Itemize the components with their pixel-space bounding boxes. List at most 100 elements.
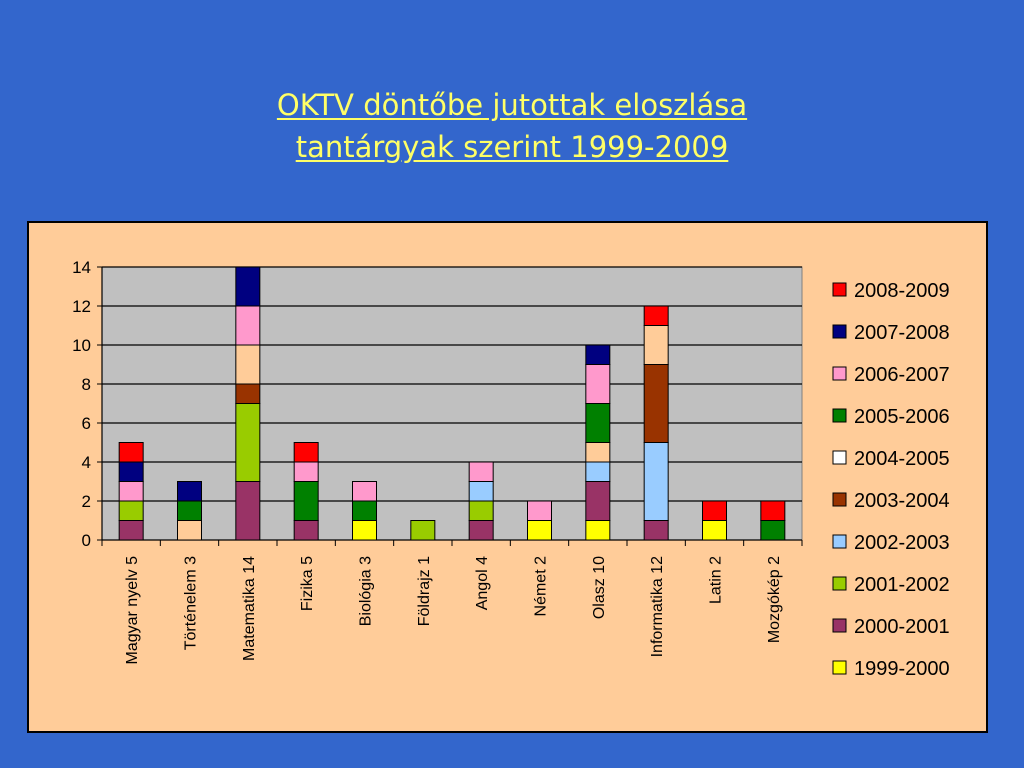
y-tick-label: 0 (82, 531, 91, 550)
legend-item-1999-2000: 1999-2000 (832, 658, 950, 680)
bar-segment-angol-4-2001-2002 (468, 500, 494, 521)
y-tick-label: 8 (82, 375, 91, 394)
legend-swatch (832, 282, 847, 297)
bar-segment-magyar-nyelv-5-2001-2002 (118, 500, 144, 521)
bar-segment-mozg-k-p-2-2008-2009 (760, 500, 786, 521)
bar-segment-fizika-5-2000-2001 (293, 520, 319, 541)
legend-label: 2004-2005 (854, 448, 950, 470)
title-line-1: OKTV döntőbe jutottak eloszlása (276, 88, 748, 122)
legend-label: 2007-2008 (854, 322, 950, 344)
bar-segment-matematika-14-2004-2005 (235, 344, 261, 385)
legend-swatch (832, 534, 847, 549)
x-tick-label: Magyar nyelv 5 (124, 556, 141, 665)
bar-segment-olasz-10-2007-2008 (585, 344, 611, 365)
legend-swatch (832, 492, 847, 507)
bar-segment-fizika-5-2008-2009 (293, 442, 319, 463)
legend-label: 2003-2004 (854, 490, 950, 512)
legend-item-2003-2004: 2003-2004 (832, 490, 950, 512)
x-tick-label: Történelem 3 (183, 556, 200, 650)
x-tick-label: Informatika 12 (649, 556, 666, 657)
title-line-2: tantárgyak szerint 1999-2009 (295, 130, 729, 164)
bar-segment-angol-4-2002-2003 (468, 481, 494, 502)
legend-swatch (832, 366, 847, 381)
bar-segment-magyar-nyelv-5-2007-2008 (118, 461, 144, 482)
legend-label: 2001-2002 (854, 574, 950, 596)
legend-swatch (832, 660, 847, 675)
bar-segment-informatika-12-2004-2005 (643, 325, 669, 365)
x-tick-label: Földrajz 1 (416, 556, 433, 626)
bar-segment-olasz-10-2006-2007 (585, 364, 611, 404)
bar-segment-t-rt-nelem-3-2004-2005 (177, 520, 202, 541)
slide-title: OKTV döntőbe jutottak eloszlása tantárgy… (0, 84, 1024, 168)
legend-label: 2000-2001 (854, 616, 950, 638)
legend-item-2006-2007: 2006-2007 (832, 364, 950, 386)
x-tick-label: Fizika 5 (299, 556, 316, 611)
legend-label: 2002-2003 (854, 532, 950, 554)
bar-segment-latin-2-1999-2000 (702, 520, 727, 541)
x-tick-label: Latin 2 (708, 556, 725, 604)
bar-segment-olasz-10-1999-2000 (585, 520, 611, 541)
legend-item-2007-2008: 2007-2008 (832, 322, 950, 344)
legend-label: 1999-2000 (854, 658, 950, 680)
y-tick-label: 6 (82, 414, 91, 433)
x-tick-label: Olasz 10 (591, 556, 608, 619)
y-tick-label: 10 (72, 336, 91, 355)
bar-segment-matematika-14-2000-2001 (235, 481, 261, 541)
chart-area: 0 2 4 6 8 10 12 14 Magyar nyelv 5 Történelem 3 Mat… (27, 221, 988, 733)
bar-segment-angol-4-2000-2001 (468, 520, 494, 541)
bar-segment-olasz-10-2005-2006 (585, 403, 611, 443)
bar-segment-n-met-2-1999-2000 (527, 520, 552, 541)
legend-swatch (832, 408, 847, 423)
bar-segment-fizika-5-2005-2006 (293, 481, 319, 521)
x-tick-label: Angol 4 (474, 556, 491, 610)
y-tick-label: 14 (72, 258, 91, 277)
x-tick-label: Mozgókép 2 (766, 556, 783, 643)
bar-segment-biol-gia-3-2006-2007 (352, 481, 377, 502)
bar-segment-informatika-12-2008-2009 (643, 305, 669, 326)
legend-swatch (832, 576, 847, 591)
y-tick-label: 12 (72, 297, 91, 316)
bar-segment-olasz-10-2004-2005 (585, 442, 611, 463)
legend-item-2000-2001: 2000-2001 (832, 616, 950, 638)
legend-label: 2008-2009 (854, 280, 950, 302)
bar-segment-n-met-2-2006-2007 (527, 500, 552, 521)
legend-item-2008-2009: 2008-2009 (832, 280, 950, 302)
bar-segment-matematika-14-2003-2004 (235, 383, 261, 404)
bar-segment-magyar-nyelv-5-2000-2001 (118, 520, 144, 541)
legend-label: 2005-2006 (854, 406, 950, 428)
bar-segment-olasz-10-2000-2001 (585, 481, 611, 521)
legend-swatch (832, 450, 847, 465)
legend-item-2002-2003: 2002-2003 (832, 532, 950, 554)
x-tick-label: Német 2 (533, 556, 550, 617)
x-tick-label: Biológia 3 (358, 556, 375, 626)
bar-segment-informatika-12-2000-2001 (643, 520, 669, 541)
bar-segment-t-rt-nelem-3-2005-2006 (177, 500, 202, 521)
legend-item-2004-2005: 2004-2005 (832, 448, 950, 470)
legend-item-2005-2006: 2005-2006 (832, 406, 950, 428)
legend-item-2001-2002: 2001-2002 (832, 574, 950, 596)
y-tick-label: 4 (82, 453, 91, 472)
bar-segment-informatika-12-2002-2003 (643, 442, 669, 521)
bar-segment-matematika-14-2001-2002 (235, 403, 261, 482)
legend-swatch (832, 618, 847, 633)
bar-segment-fizika-5-2006-2007 (293, 461, 319, 482)
bar-segment-biol-gia-3-1999-2000 (352, 520, 377, 541)
plot-area (101, 266, 803, 541)
bar-segment-biol-gia-3-2005-2006 (352, 500, 377, 521)
stacked-bar-chart: 0 2 4 6 8 10 12 14 Magyar nyelv 5 Történelem 3 Mat… (72, 258, 950, 680)
bar-segment-magyar-nyelv-5-2008-2009 (118, 442, 144, 463)
bar-segment-t-rt-nelem-3-2007-2008 (177, 481, 202, 502)
bar-segment-olasz-10-2002-2003 (585, 461, 611, 482)
bar-segment-latin-2-2008-2009 (702, 500, 727, 521)
bar-segment-matematika-14-2007-2008 (235, 266, 261, 307)
y-tick-label: 2 (82, 492, 91, 511)
x-tick-label: Matematika 14 (241, 556, 258, 661)
bar-segment-f-ldrajz-1-2001-2002 (410, 520, 436, 541)
bar-segment-matematika-14-2006-2007 (235, 305, 261, 346)
legend-label: 2006-2007 (854, 364, 950, 386)
bar-segment-informatika-12-2003-2004 (643, 364, 669, 443)
bar-segment-angol-4-2006-2007 (468, 461, 494, 482)
legend-swatch (832, 324, 847, 339)
bar-segment-magyar-nyelv-5-2006-2007 (118, 481, 144, 502)
bar-segment-mozg-k-p-2-2005-2006 (760, 520, 786, 541)
